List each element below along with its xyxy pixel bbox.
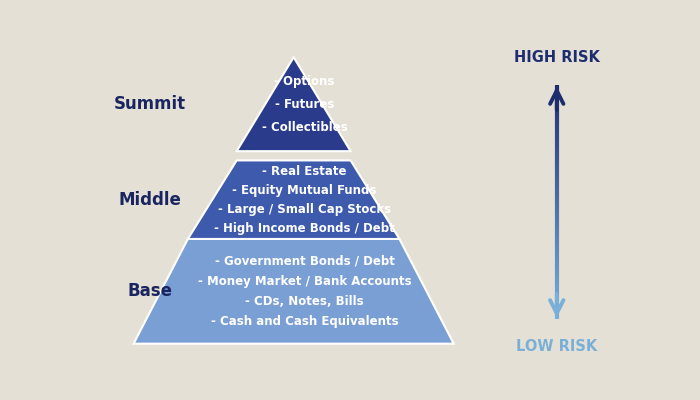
Polygon shape (237, 57, 351, 151)
Text: HIGH RISK: HIGH RISK (514, 50, 600, 65)
Text: - Collectibles: - Collectibles (262, 121, 347, 134)
Text: - High Income Bonds / Debt: - High Income Bonds / Debt (214, 222, 395, 235)
Text: - Money Market / Bank Accounts: - Money Market / Bank Accounts (197, 275, 412, 288)
Text: LOW RISK: LOW RISK (516, 339, 597, 354)
Text: - CDs, Notes, Bills: - CDs, Notes, Bills (245, 295, 364, 308)
Text: - Futures: - Futures (275, 98, 334, 111)
Text: - Equity Mutual Funds: - Equity Mutual Funds (232, 184, 377, 197)
Polygon shape (134, 239, 454, 344)
Text: Base: Base (127, 282, 172, 300)
Text: - Large / Small Cap Stocks: - Large / Small Cap Stocks (218, 203, 391, 216)
Text: - Real Estate: - Real Estate (262, 164, 346, 178)
Polygon shape (188, 160, 400, 239)
Text: - Options: - Options (274, 75, 335, 88)
Text: - Government Bonds / Debt: - Government Bonds / Debt (215, 255, 394, 268)
Text: - Cash and Cash Equivalents: - Cash and Cash Equivalents (211, 315, 398, 328)
Text: Summit: Summit (114, 95, 186, 113)
Text: Middle: Middle (118, 191, 181, 209)
